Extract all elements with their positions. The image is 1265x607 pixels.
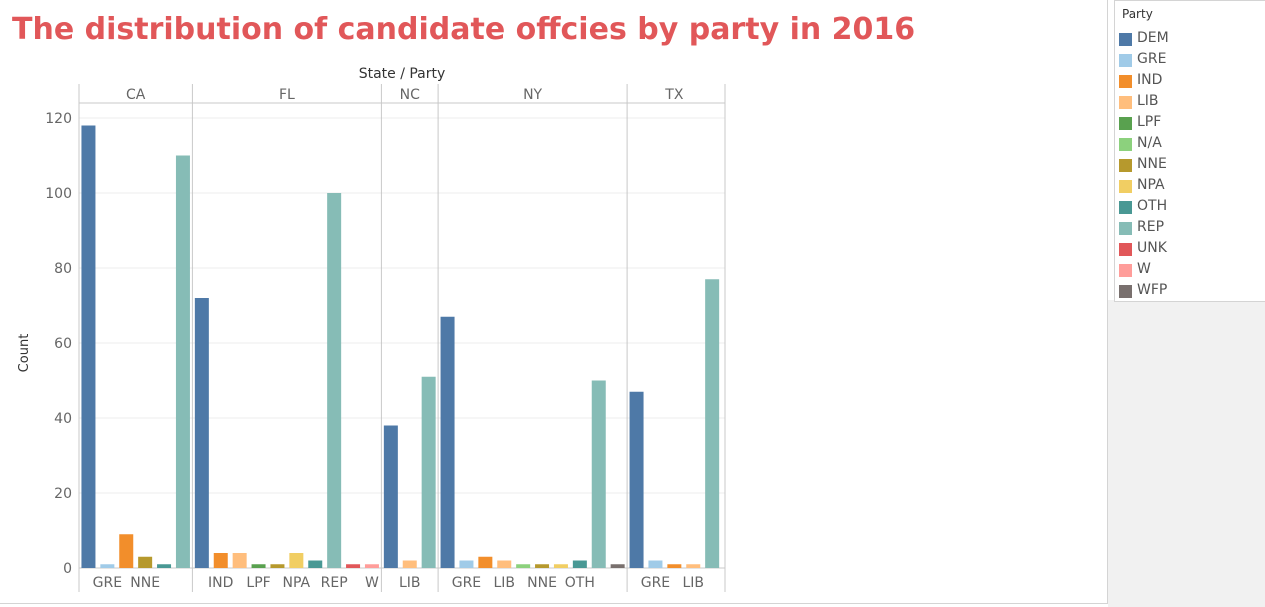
x-tick-label: GRE — [452, 575, 481, 591]
legend-label: NPA — [1137, 177, 1165, 193]
chart-title: The distribution of candidate offcies by… — [12, 12, 916, 47]
bar-ca-rep — [175, 155, 190, 568]
legend-label: NNE — [1137, 156, 1167, 172]
y-tick-label: 80 — [54, 261, 72, 277]
legend-panel: Party DEM GRE IND LIB LPF N/A NNE NPA OTH REP UNK W… — [1114, 0, 1265, 302]
legend-swatch — [1119, 96, 1132, 109]
bar-tx-gre — [648, 560, 663, 568]
bar-fl-lpf — [251, 564, 266, 568]
bar-nc-rep — [421, 376, 436, 568]
x-tick-label: NNE — [130, 575, 160, 591]
bar-tx-ind — [667, 564, 682, 568]
legend-label: WFP — [1137, 282, 1168, 298]
bar-fl-w — [364, 564, 379, 568]
legend-swatch — [1119, 201, 1132, 214]
legend-label: LIB — [1137, 93, 1159, 109]
bar-ca-dem — [81, 125, 96, 568]
state-header-nc: NC — [400, 87, 420, 103]
bar-ny-dem — [440, 316, 455, 568]
legend-swatch — [1119, 159, 1132, 172]
bar-tx-rep — [705, 279, 720, 568]
legend-swatch — [1119, 33, 1132, 46]
legend-swatch — [1119, 138, 1132, 151]
bar-ca-nne — [138, 556, 153, 568]
legend-label: N/A — [1137, 135, 1162, 151]
y-tick-label: 120 — [45, 111, 72, 127]
bar-fl-dem — [194, 298, 209, 568]
state-header-ny: NY — [523, 87, 542, 103]
bar-ny-oth — [572, 560, 587, 568]
bar-fl-npa — [289, 553, 304, 568]
legend-label: OTH — [1137, 198, 1168, 214]
bar-ca-ind — [119, 534, 134, 568]
legend-label: LPF — [1137, 114, 1162, 130]
legend-swatch — [1119, 222, 1132, 235]
legend-swatch — [1119, 54, 1132, 67]
y-tick-label: 40 — [54, 411, 72, 427]
y-tick-label: 60 — [54, 336, 72, 352]
x-tick-label: GRE — [641, 575, 670, 591]
x-tick-label: NPA — [283, 575, 311, 591]
x-tick-label: REP — [321, 575, 348, 591]
y-tick-label: 100 — [45, 186, 72, 202]
state-header-tx: TX — [664, 87, 684, 103]
y-tick-label: 0 — [63, 561, 72, 577]
bar-fl-rep — [327, 193, 342, 568]
legend-label: DEM — [1137, 30, 1169, 46]
legend-swatch — [1119, 243, 1132, 256]
legend-swatch — [1119, 264, 1132, 277]
column-header-title: State / Party — [359, 66, 446, 82]
bar-tx-dem — [629, 391, 644, 568]
x-tick-label: W — [365, 575, 379, 591]
chart-area: The distribution of candidate offcies by… — [0, 0, 1108, 604]
bar-fl-oth — [308, 560, 323, 568]
legend-label: REP — [1137, 219, 1165, 235]
bar-ny-nne — [535, 564, 550, 568]
bar-ny-na — [516, 564, 531, 568]
legend-swatch — [1119, 285, 1132, 298]
state-header-fl: FL — [279, 87, 295, 103]
y-axis-title: Count — [17, 334, 32, 373]
legend-swatch — [1119, 180, 1132, 193]
x-tick-label: LIB — [493, 575, 515, 591]
x-tick-label: OTH — [565, 575, 595, 591]
bar-fl-nne — [270, 564, 285, 568]
y-tick-label: 20 — [54, 486, 72, 502]
x-tick-label: GRE — [93, 575, 122, 591]
bar-ny-ind — [478, 556, 493, 568]
side-panel-background — [1108, 300, 1265, 607]
x-tick-label: LIB — [399, 575, 421, 591]
legend-label: W — [1137, 261, 1151, 277]
bar-ca-oth — [157, 564, 172, 568]
state-header-ca: CA — [126, 87, 146, 103]
bar-nc-dem — [383, 425, 398, 568]
bar-ca-gre — [100, 564, 115, 568]
legend-label: GRE — [1137, 51, 1167, 67]
x-tick-label: LPF — [246, 575, 270, 591]
bar-ny-gre — [459, 560, 474, 568]
x-tick-label: LIB — [682, 575, 704, 591]
bar-fl-unk — [346, 564, 361, 568]
bar-fl-lib — [232, 553, 247, 568]
bar-chart: State / Party 0 20 40 60 80 100 120 Count CA GRE NN… — [17, 66, 726, 592]
bar-nc-lib — [402, 560, 417, 568]
bar-ny-npa — [553, 564, 568, 568]
bar-ny-lib — [497, 560, 512, 568]
bar-tx-lib — [686, 564, 701, 568]
legend-label: UNK — [1137, 240, 1167, 256]
legend-swatch — [1119, 117, 1132, 130]
bar-ny-rep — [591, 380, 606, 568]
x-tick-label: NNE — [527, 575, 557, 591]
bar-fl-ind — [213, 553, 228, 568]
legend-swatch — [1119, 75, 1132, 88]
legend-title: Party — [1122, 7, 1153, 21]
bar-ny-wfp — [610, 564, 625, 568]
x-tick-label: IND — [208, 575, 233, 591]
legend-label: IND — [1137, 72, 1163, 88]
